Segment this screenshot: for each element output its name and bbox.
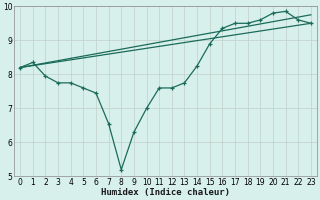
X-axis label: Humidex (Indice chaleur): Humidex (Indice chaleur) — [101, 188, 230, 197]
